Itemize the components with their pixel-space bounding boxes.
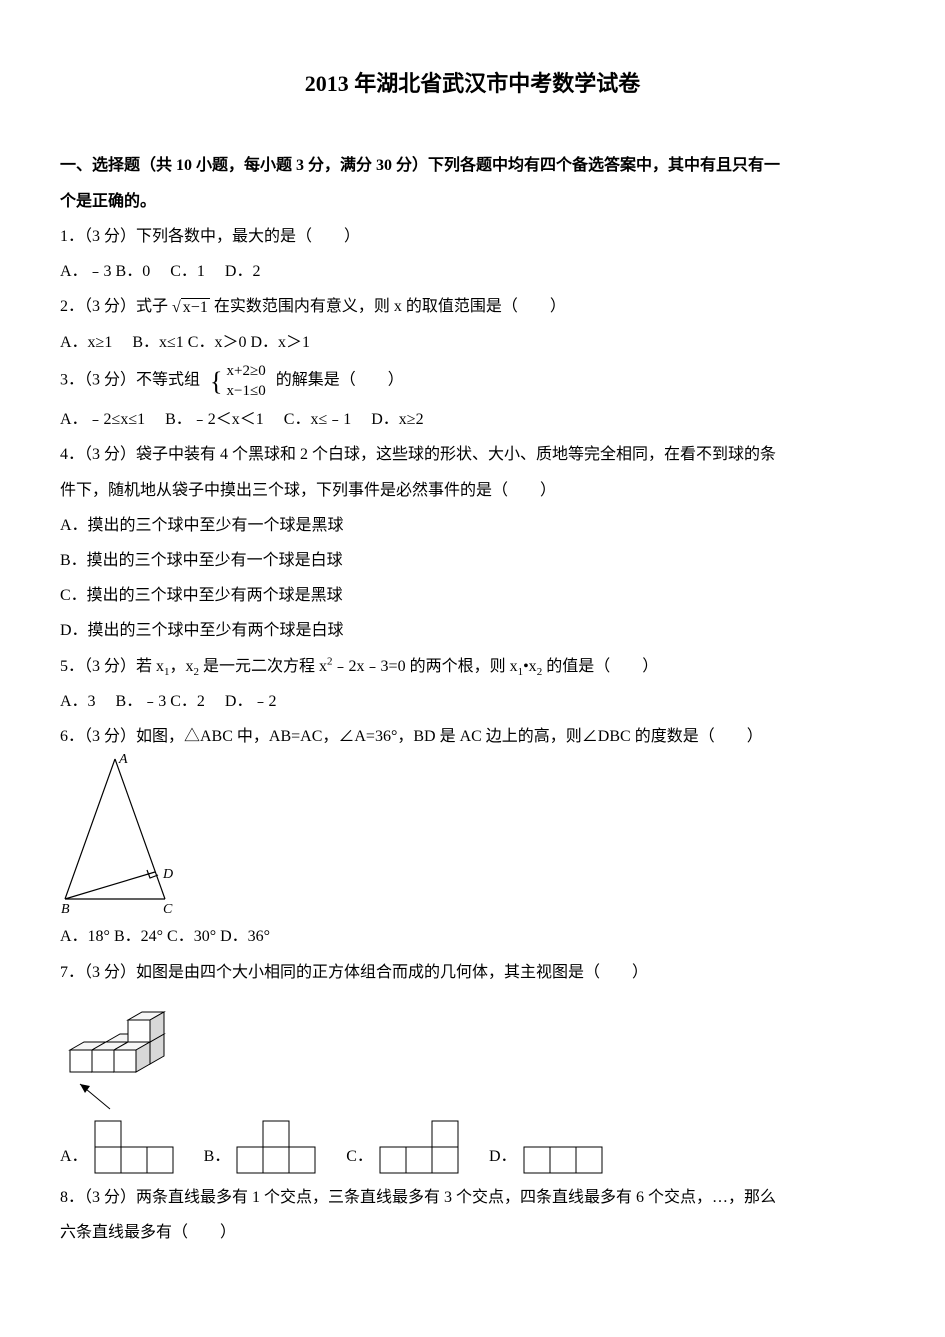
question-5: 5．（3 分）若 x1，x2 是一元二次方程 x2﹣2x﹣3=0 的两个根，则 … <box>60 649 885 684</box>
q5-mid3: ﹣2x﹣3=0 的两个根，则 x <box>333 658 518 675</box>
view-option-b <box>236 1120 316 1174</box>
svg-text:B: B <box>61 902 70 917</box>
q6-stem: 6．（3 分）如图，△ABC 中，AB=AC，∠A=36°，BD 是 AC 边上… <box>60 728 763 745</box>
sqrt-sign: √ <box>172 290 181 325</box>
q7-option-c: C． <box>346 1120 459 1174</box>
question-4: 4．（3 分）袋子中装有 4 个黑球和 2 个白球，这些球的形状、大小、质地等完… <box>60 437 885 507</box>
q1-options: A．﹣3 B．0 C．1 D．2 <box>60 254 885 289</box>
q3-post: 的解集是（ ） <box>276 372 404 389</box>
q5-dot: •x <box>523 658 537 675</box>
view-option-d <box>523 1146 603 1174</box>
q7-optC-label: C． <box>346 1139 373 1174</box>
q6-figure: A B C D <box>60 754 885 919</box>
svg-text:D: D <box>162 867 173 882</box>
q4-opt-c: C．摸出的三个球中至少有两个球是黑球 <box>60 578 885 613</box>
q2-post: 在实数范围内有意义，则 x 的取值范围是（ ） <box>214 298 566 315</box>
q5-post: 的值是（ ） <box>542 658 658 675</box>
isometric-cubes <box>60 994 200 1114</box>
q7-option-a: A． <box>60 1120 174 1174</box>
section-1-line1: 一、选择题（共 10 小题，每小题 3 分，满分 30 分）下列各题中均有四个备… <box>60 157 780 174</box>
page: 2013 年湖北省武汉市中考数学试卷 一、选择题（共 10 小题，每小题 3 分… <box>60 60 885 1250</box>
sys-top: x+2≥0 <box>227 362 266 380</box>
sqrt-expression: √x−1 <box>172 290 210 325</box>
sqrt-radicand: x−1 <box>181 298 210 316</box>
q5-options: A．3 B．﹣3 C．2 D．﹣2 <box>60 684 885 719</box>
q7-stem: 7．（3 分）如图是由四个大小相同的正方体组合而成的几何体，其主视图是（ ） <box>60 964 648 981</box>
q3-options: A．﹣2≤x≤1 B．﹣2＜x＜1 C．x≤﹣1 D．x≥2 <box>60 402 885 437</box>
triangle-figure: A B C D <box>60 754 220 919</box>
q7-3d-figure <box>60 994 885 1114</box>
q7-optA-label: A． <box>60 1139 88 1174</box>
question-3: 3．（3 分）不等式组 { x+2≥0 x−1≤0 的解集是（ ） <box>60 360 885 402</box>
inequality-system: { x+2≥0 x−1≤0 <box>208 360 268 402</box>
svg-text:C: C <box>163 902 173 917</box>
q8-line2: 六条直线最多有（ ） <box>60 1224 236 1241</box>
q7-option-b: B． <box>204 1120 317 1174</box>
q4-opt-a: A．摸出的三个球中至少有一个球是黑球 <box>60 508 885 543</box>
question-6: 6．（3 分）如图，△ABC 中，AB=AC，∠A=36°，BD 是 AC 边上… <box>60 719 885 754</box>
q5-mid2: 是一元二次方程 x <box>199 658 327 675</box>
question-1: 1．（3 分）下列各数中，最大的是（ ） <box>60 219 885 254</box>
section-1-heading: 一、选择题（共 10 小题，每小题 3 分，满分 30 分）下列各题中均有四个备… <box>60 148 885 218</box>
sys-bot: x−1≤0 <box>227 382 266 400</box>
q2-options: A．x≥1 B．x≤1 C．x＞0 D．x＞1 <box>60 325 885 360</box>
q4-line2: 件下，随机地从袋子中摸出三个球，下列事件是必然事件的是（ ） <box>60 482 556 499</box>
left-brace: { <box>210 362 224 400</box>
q3-pre: 3．（3 分）不等式组 <box>60 372 200 389</box>
question-8: 8．（3 分）两条直线最多有 1 个交点，三条直线最多有 3 个交点，四条直线最… <box>60 1180 885 1250</box>
exam-title: 2013 年湖北省武汉市中考数学试卷 <box>60 60 885 108</box>
q7-optB-label: B． <box>204 1139 231 1174</box>
q4-opt-d: D．摸出的三个球中至少有两个球是白球 <box>60 613 885 648</box>
q5-pre: 5．（3 分）若 x <box>60 658 164 675</box>
q5-mid1: ，x <box>170 658 194 675</box>
svg-text:A: A <box>118 754 128 767</box>
question-2: 2．（3 分）式子 √x−1 在实数范围内有意义，则 x 的取值范围是（ ） <box>60 289 885 325</box>
q2-pre: 2．（3 分）式子 <box>60 298 168 315</box>
q8-line1: 8．（3 分）两条直线最多有 1 个交点，三条直线最多有 3 个交点，四条直线最… <box>60 1189 776 1206</box>
question-7: 7．（3 分）如图是由四个大小相同的正方体组合而成的几何体，其主视图是（ ） <box>60 955 885 990</box>
q6-options: A．18° B．24° C．30° D．36° <box>60 919 885 954</box>
q1-stem: 1．（3 分）下列各数中，最大的是（ ） <box>60 228 360 245</box>
section-1-line2: 个是正确的。 <box>60 193 156 210</box>
q4-line1: 4．（3 分）袋子中装有 4 个黑球和 2 个白球，这些球的形状、大小、质地等完… <box>60 446 776 463</box>
view-option-c <box>379 1120 459 1174</box>
q7-option-d: D． <box>489 1139 603 1174</box>
q7-optD-label: D． <box>489 1139 517 1174</box>
q4-opt-b: B．摸出的三个球中至少有一个球是白球 <box>60 543 885 578</box>
q7-options-row: A． B． C． D． <box>60 1120 885 1174</box>
view-option-a <box>94 1120 174 1174</box>
